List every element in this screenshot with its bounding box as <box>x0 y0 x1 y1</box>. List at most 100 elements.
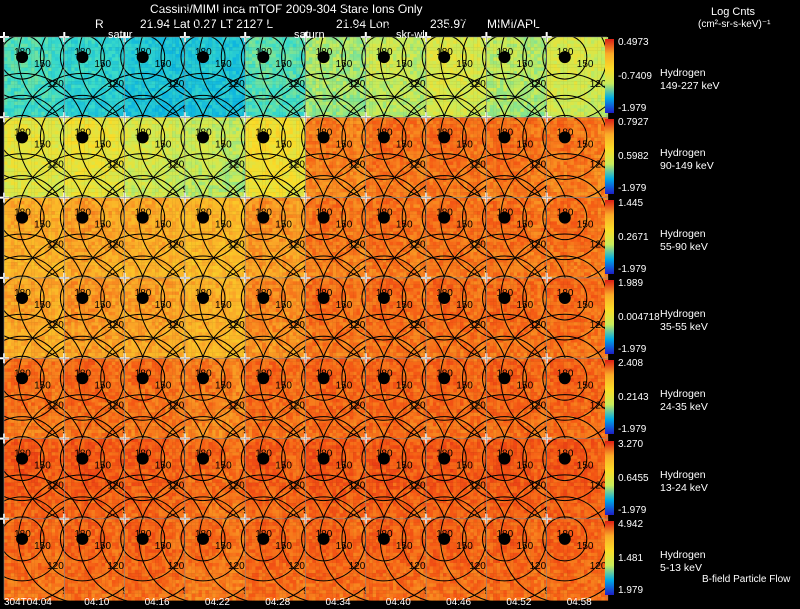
contour-label: 150 <box>336 220 353 231</box>
band-label: Hydrogen 90-149 keV <box>660 147 714 173</box>
contour-label: 150 <box>215 300 232 311</box>
contour-label: 120 <box>47 320 64 331</box>
contour-label: 150 <box>516 139 533 150</box>
colorbar-max-label: 4.942 <box>618 519 643 530</box>
contour-label: 180 <box>195 208 212 219</box>
colorbar-min-label: -1.979 <box>618 344 646 355</box>
contour-label: 120 <box>529 481 546 492</box>
colorbar <box>605 280 614 354</box>
contour-label: 150 <box>215 541 232 552</box>
contour-label: 180 <box>557 288 574 299</box>
contour-label: 150 <box>94 541 111 552</box>
contour-label: 120 <box>469 561 486 572</box>
colorbar-min-label: -1.979 <box>618 505 646 516</box>
contour-label: 180 <box>74 47 91 58</box>
contour-label: 150 <box>275 59 292 70</box>
contour-label: 180 <box>376 127 393 138</box>
contour-label: 150 <box>215 220 232 231</box>
contour-label: 150 <box>396 380 413 391</box>
contour-label: 180 <box>376 529 393 540</box>
contour-label: 180 <box>135 449 152 460</box>
contour-label: 180 <box>376 208 393 219</box>
contour-label: 150 <box>577 220 594 231</box>
contour-label: 120 <box>47 240 64 251</box>
band-label: Hydrogen 5-13 keV <box>660 549 706 575</box>
contour-label: 180 <box>255 208 272 219</box>
contour-label: 150 <box>396 541 413 552</box>
contour-label: 180 <box>255 47 272 58</box>
contour-label: 180 <box>195 127 212 138</box>
colorbar-mid-label: 0.2143 <box>618 392 649 403</box>
contour-label: 180 <box>74 288 91 299</box>
contour-label: 180 <box>135 288 152 299</box>
contour-label: 120 <box>529 320 546 331</box>
contour-label: 120 <box>228 400 245 411</box>
time-tick-label: 304T04:04 <box>4 597 52 608</box>
contour-label: 180 <box>557 208 574 219</box>
contour-label: 180 <box>496 47 513 58</box>
band-species: Hydrogen <box>660 228 708 241</box>
contour-label: 150 <box>215 59 232 70</box>
contour-label: 180 <box>135 127 152 138</box>
colorbar-mid-label: -0.7409 <box>618 71 652 82</box>
contour-label: 180 <box>557 127 574 138</box>
contour-label: 150 <box>34 380 51 391</box>
colorbar-min-label: -1.979 <box>618 183 646 194</box>
contour-label: 150 <box>577 541 594 552</box>
contour-label: 180 <box>436 529 453 540</box>
contour-label: 120 <box>168 561 185 572</box>
contour-label: 150 <box>155 461 172 472</box>
contour-label: 150 <box>396 300 413 311</box>
band-label: Hydrogen 13-24 keV <box>660 469 708 495</box>
contour-label: 120 <box>529 159 546 170</box>
contour-label: 120 <box>409 79 426 90</box>
contour-label: 180 <box>255 288 272 299</box>
colorbar-mid-label: 1.481 <box>618 553 643 564</box>
contour-label: 120 <box>288 79 305 90</box>
colorbar-min-label: -1.979 <box>618 103 646 114</box>
contour-label: 150 <box>396 59 413 70</box>
contour-label: 180 <box>255 127 272 138</box>
contour-label: 150 <box>396 139 413 150</box>
contour-label: 120 <box>47 400 64 411</box>
contour-label: 150 <box>155 300 172 311</box>
contour-label: 150 <box>275 541 292 552</box>
contour-label: 150 <box>275 461 292 472</box>
colorbar <box>605 360 614 434</box>
band-species: Hydrogen <box>660 549 706 562</box>
contour-label: 180 <box>496 208 513 219</box>
contour-label: 150 <box>34 220 51 231</box>
contour-label: 150 <box>275 220 292 231</box>
contour-label: 120 <box>47 79 64 90</box>
contour-label: 120 <box>47 561 64 572</box>
colorbar-max-label: 1.445 <box>618 198 643 209</box>
contour-label: 180 <box>557 47 574 58</box>
contour-label: 150 <box>155 59 172 70</box>
contour-label: 120 <box>47 159 64 170</box>
contour-label: 180 <box>135 368 152 379</box>
contour-label: 180 <box>195 529 212 540</box>
contour-label: 180 <box>436 208 453 219</box>
contour-label: 180 <box>436 127 453 138</box>
contour-label: 180 <box>376 47 393 58</box>
time-tick-label: 04:34 <box>326 597 351 608</box>
contour-label: 180 <box>195 368 212 379</box>
contour-label: 120 <box>288 400 305 411</box>
contour-label: 150 <box>336 541 353 552</box>
colorbar-max-label: 0.4973 <box>618 37 649 48</box>
contour-label: 120 <box>107 79 124 90</box>
contour-label: 150 <box>336 461 353 472</box>
contour-label: 150 <box>34 541 51 552</box>
colorbar-mid-label: 0.6455 <box>618 473 649 484</box>
contour-label: 150 <box>577 300 594 311</box>
contour-label: 120 <box>469 79 486 90</box>
contour-label: 150 <box>577 59 594 70</box>
contour-label: 120 <box>107 400 124 411</box>
contour-label: 120 <box>107 320 124 331</box>
contour-label: 120 <box>349 400 366 411</box>
contour-label: 150 <box>336 139 353 150</box>
contour-label: 150 <box>336 59 353 70</box>
contour-label: 150 <box>456 220 473 231</box>
contour-label: 180 <box>436 288 453 299</box>
band-label: Hydrogen 55-90 keV <box>660 228 708 254</box>
